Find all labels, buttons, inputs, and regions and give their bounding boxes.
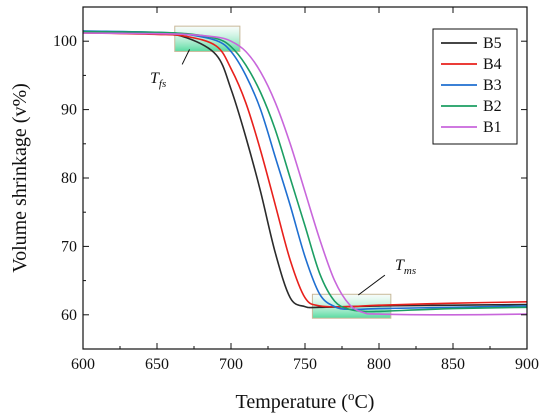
axes-layer: 600 650 700 750 800 850 900 60 70 80 90 100 — [53, 6, 539, 373]
y-tick-label-80: 80 — [61, 170, 77, 187]
series-layer — [82, 30, 528, 316]
series-line-b4 — [82, 32, 528, 308]
annotation-leader-ms — [357, 274, 386, 296]
legend-label-b3: B3 — [483, 77, 502, 94]
y-tick-label-70: 70 — [61, 238, 77, 255]
x-tick-label-650: 650 — [145, 356, 169, 373]
legend-label-b4: B4 — [483, 56, 502, 73]
series-line-b1 — [82, 32, 528, 316]
annotation-leader-fs — [181, 49, 191, 65]
y-tick-label-90: 90 — [61, 102, 77, 119]
x-tick-label-900: 900 — [515, 356, 539, 373]
legend-label-b5: B5 — [483, 35, 502, 52]
series-line-b3 — [82, 30, 528, 311]
x-axis-title: Temperature (oC) — [236, 388, 375, 413]
x-tick-label-750: 750 — [293, 356, 317, 373]
legend-frame — [432, 28, 518, 145]
legend: B5 B4 B3 B2 B1 — [432, 28, 518, 145]
y-tick-label-60: 60 — [61, 307, 77, 324]
legend-label-b1: B1 — [483, 119, 502, 136]
x-tick-label-600: 600 — [71, 356, 95, 373]
legend-label-b2: B2 — [483, 98, 502, 115]
x-tick-label-850: 850 — [441, 356, 465, 373]
x-tick-label-800: 800 — [367, 356, 391, 373]
y-axis-title: Volume shrinkage (v%) — [9, 83, 31, 273]
y-tick-label-100: 100 — [53, 33, 77, 50]
x-tick-label-700: 700 — [219, 356, 243, 373]
